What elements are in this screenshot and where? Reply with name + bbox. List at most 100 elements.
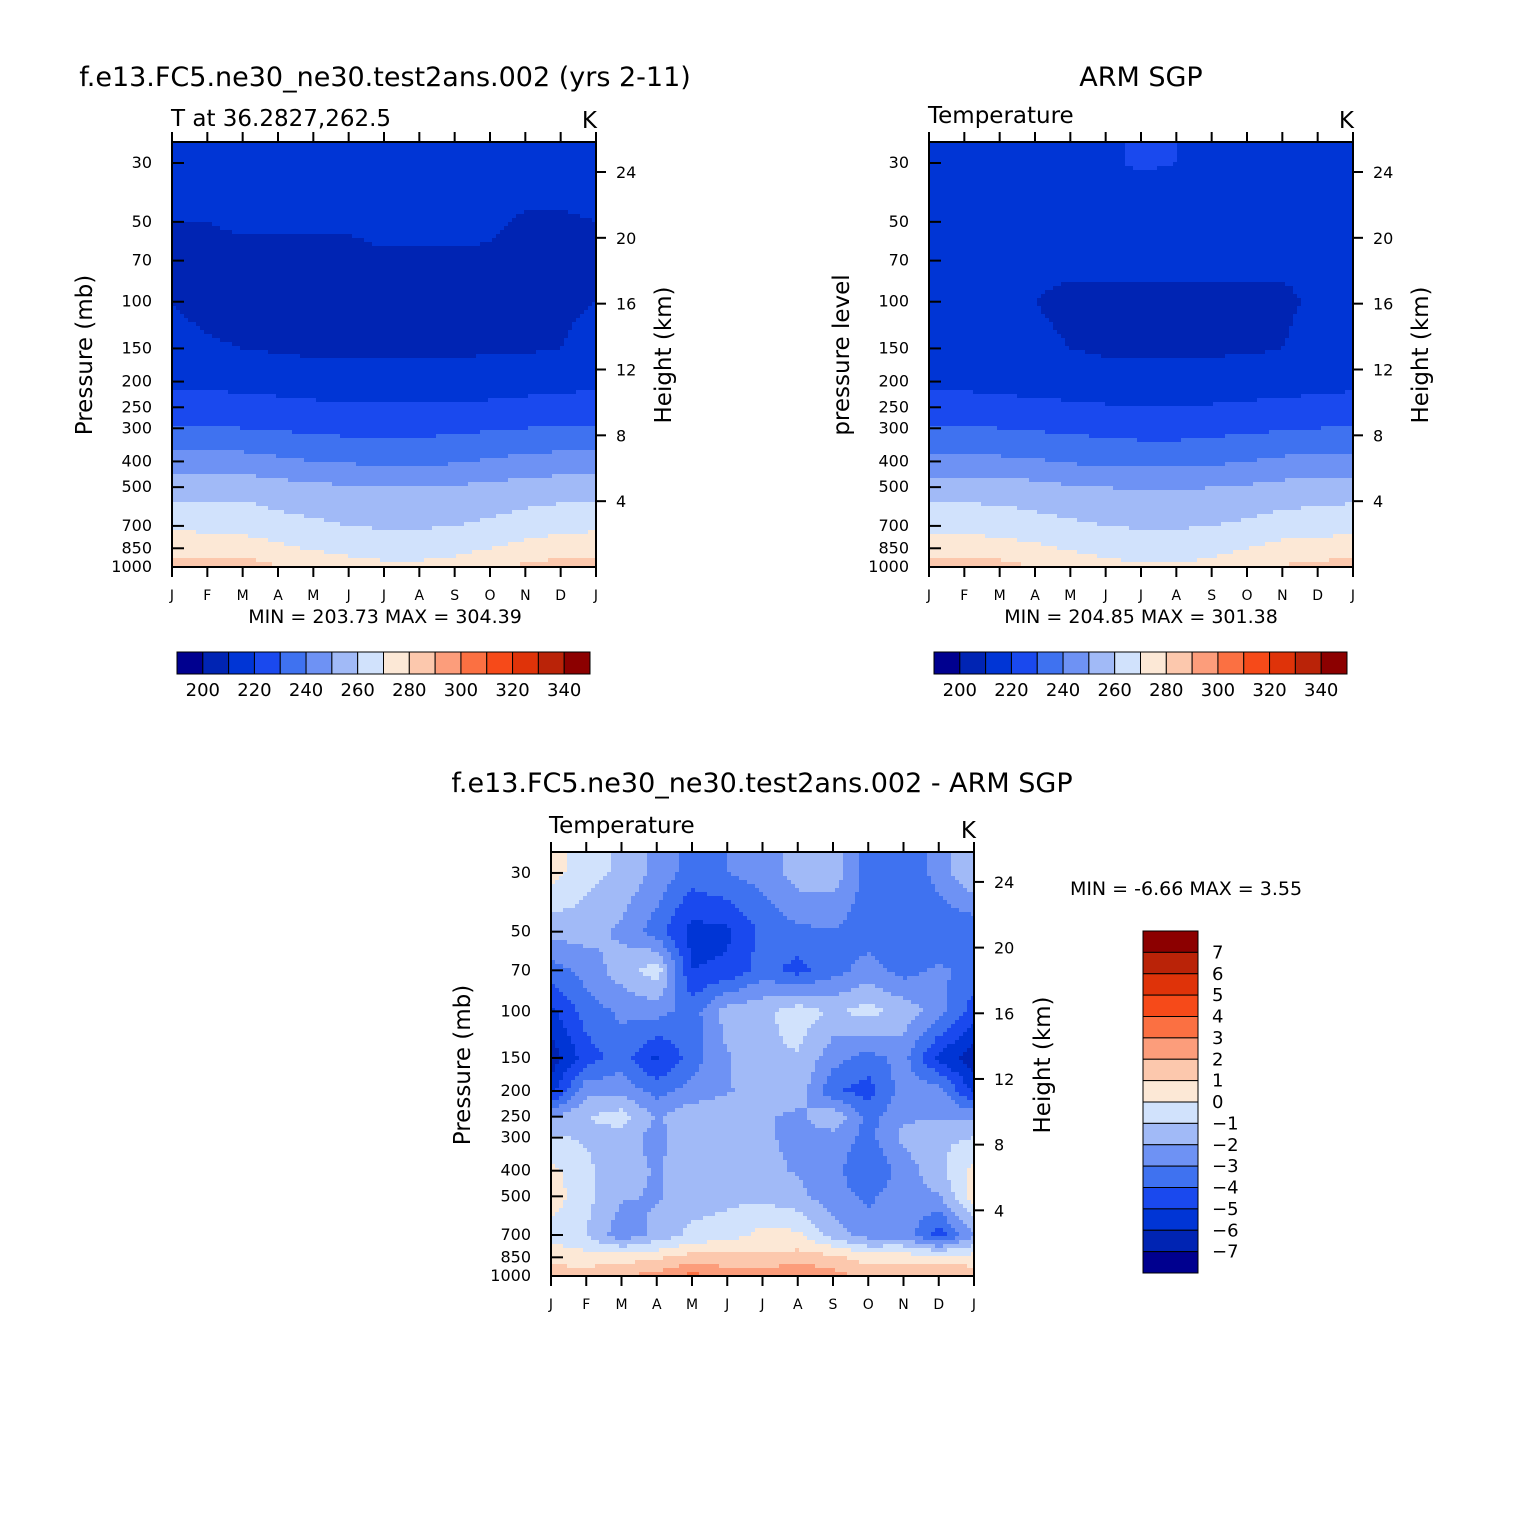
panel-diff-contour-cell xyxy=(647,1072,668,1077)
panel-diff-colorbar-label: −3 xyxy=(1212,1156,1239,1177)
panel-diff-contour-cell xyxy=(839,880,860,885)
panel-model-month-label: A xyxy=(415,588,425,604)
panel-model-contour-cell xyxy=(172,518,325,523)
panel-model-contour-cell xyxy=(300,354,477,359)
panel-diff-contour-cell xyxy=(563,1076,576,1081)
panel-diff-contour-cell xyxy=(599,1048,640,1053)
panel-diff-contour-cell xyxy=(551,992,564,997)
panel-diff: f.e13.FC5.ne30_ne30.test2ans.002 - ARM S… xyxy=(450,768,1302,1313)
panel-diff-contour-cell xyxy=(851,1148,884,1153)
panel-diff-contour-cell xyxy=(715,996,764,1001)
panel-obs-colorbar-swatch xyxy=(1036,651,1064,675)
panel-diff-contour-cell xyxy=(915,1016,940,1021)
panel-obs-ylabel-right: Height (km) xyxy=(1408,286,1434,423)
panel-diff-contour-cell xyxy=(947,1172,968,1177)
panel-model-contour-cell xyxy=(172,494,597,499)
panel-model-month-label: J xyxy=(169,588,174,604)
panel-obs-contour-cell xyxy=(997,426,1322,431)
panel-diff-contour-cell xyxy=(747,880,792,885)
panel-diff-contour-cell xyxy=(579,1012,616,1017)
panel-diff-contour-cell xyxy=(687,980,720,985)
panel-diff-contour-cell xyxy=(843,860,860,865)
panel-diff-contour-cell xyxy=(551,1044,556,1049)
panel-obs-contour-cell xyxy=(929,314,1046,319)
panel-diff-contour-cell xyxy=(551,1012,560,1017)
panel-diff-contour-cell xyxy=(935,1068,952,1073)
panel-diff-contour-cell xyxy=(815,1064,840,1069)
panel-diff-contour-cell xyxy=(807,1084,824,1089)
panel-obs-contour-cell xyxy=(929,450,1354,455)
panel-obs-pressure-tick-label: 1000 xyxy=(868,557,909,576)
panel-diff-contour-cell xyxy=(779,1144,852,1149)
panel-diff-contour-cell xyxy=(555,984,584,989)
panel-diff-contour-cell xyxy=(691,1076,732,1081)
panel-model-pressure-tick-label: 50 xyxy=(132,212,152,231)
panel-diff-contour-cell xyxy=(551,1160,592,1165)
panel-obs-contour-cell xyxy=(1053,322,1294,327)
panel-diff-contour-cell xyxy=(663,968,668,973)
panel-diff-contour-cell xyxy=(731,1068,816,1073)
panel-diff-contour-cell xyxy=(575,1048,600,1053)
panel-diff-contour-cell xyxy=(819,1228,848,1233)
panel-diff-contour-cell xyxy=(667,1112,784,1117)
panel-diff-contour-cell xyxy=(551,1164,556,1169)
panel-diff-contour-cell xyxy=(551,976,580,981)
panel-diff-contour-cell xyxy=(727,944,756,949)
panel-diff-contour-cell xyxy=(727,868,784,873)
panel-diff-contour-cell xyxy=(667,1128,776,1133)
panel-obs-contour-cell xyxy=(1065,342,1286,347)
panel-diff-contour-cell xyxy=(847,1176,892,1181)
panel-diff-contour-cell xyxy=(807,1108,836,1113)
panel-diff-contour-cell xyxy=(819,1200,864,1205)
panel-diff-colorbar-label: −2 xyxy=(1212,1135,1239,1156)
panel-obs-contour-cell xyxy=(1297,306,1354,311)
panel-diff-contour-cell xyxy=(931,1248,948,1253)
panel-diff-contour-cell xyxy=(575,1004,604,1009)
panel-diff-contour-cell xyxy=(551,1152,592,1157)
panel-diff-colorbar-swatch xyxy=(1142,1101,1199,1124)
panel-diff-contour-cell xyxy=(743,972,796,977)
panel-diff-contour-cell xyxy=(551,952,604,957)
panel-diff-contour-cell xyxy=(875,1084,896,1089)
panel-diff-contour-cell xyxy=(907,1028,928,1033)
panel-obs-contour-cell xyxy=(929,398,1062,403)
panel-diff-contour-cell xyxy=(947,984,975,989)
panel-diff-contour-cell xyxy=(595,1176,648,1181)
panel-obs-contour-cell xyxy=(929,238,1354,243)
panel-diff-contour-cell xyxy=(807,1088,824,1093)
panel-diff-contour-cell xyxy=(583,984,624,989)
panel-obs-contour-cell xyxy=(929,446,1354,451)
panel-obs-contour-cell xyxy=(929,246,1354,251)
panel-diff-contour-cell xyxy=(563,992,592,997)
panel-diff-contour-cell xyxy=(775,1204,824,1209)
panel-diff-contour-cell xyxy=(623,1124,652,1129)
panel-diff-contour-cell xyxy=(551,1224,588,1229)
panel-obs-contour-cell xyxy=(929,502,982,507)
panel-diff-contour-cell xyxy=(939,1060,964,1065)
panel-diff-contour-cell xyxy=(575,1060,596,1065)
panel-diff-contour-cell xyxy=(651,1240,708,1245)
panel-diff-pressure-tick-label: 300 xyxy=(500,1128,531,1147)
panel-diff-contour-cell xyxy=(807,1032,904,1037)
panel-diff-contour-cell xyxy=(587,892,636,897)
panel-diff-contour-cell xyxy=(647,932,668,937)
panel-diff-contour-cell xyxy=(859,1128,876,1133)
panel-diff-contour-cell xyxy=(839,992,892,997)
panel-diff-contour-cell xyxy=(707,960,752,965)
panel-model-colorbar-swatch xyxy=(486,651,514,675)
panel-diff-contour-cell xyxy=(847,1256,975,1261)
panel-diff-contour-cell xyxy=(687,1252,824,1257)
panel-diff-contour-cell xyxy=(783,852,844,857)
panel-diff-contour-cell xyxy=(647,1176,664,1181)
panel-diff-contour-cell xyxy=(627,944,664,949)
panel-diff-contour-cell xyxy=(951,1188,968,1193)
panel-diff-contour-cell xyxy=(947,1220,964,1225)
panel-diff-contour-cell xyxy=(735,976,832,981)
panel-model-contour-cell xyxy=(304,458,481,463)
panel-model-contour-cell xyxy=(240,426,529,431)
panel-model-colorbar-swatch xyxy=(537,651,565,675)
panel-diff-contour-cell xyxy=(955,1228,972,1233)
panel-model-contour-cell xyxy=(492,238,597,243)
